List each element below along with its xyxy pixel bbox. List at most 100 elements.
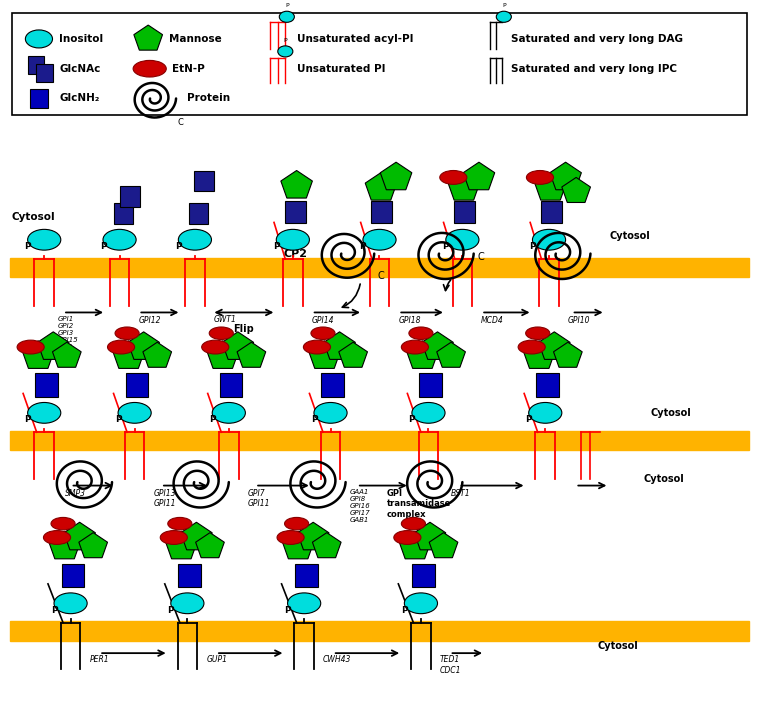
Text: Saturated and very long DAG: Saturated and very long DAG xyxy=(512,34,683,44)
FancyBboxPatch shape xyxy=(121,186,140,207)
Text: P: P xyxy=(168,606,174,614)
Text: P: P xyxy=(285,3,288,8)
Ellipse shape xyxy=(529,403,562,423)
Text: Cytosol: Cytosol xyxy=(650,408,691,418)
Text: P: P xyxy=(360,242,367,251)
Ellipse shape xyxy=(527,171,553,184)
Text: GPI18: GPI18 xyxy=(398,316,420,325)
Ellipse shape xyxy=(108,340,134,354)
Text: Protein: Protein xyxy=(187,93,231,103)
Ellipse shape xyxy=(526,327,550,340)
Text: P: P xyxy=(285,606,291,614)
Text: GPI14: GPI14 xyxy=(312,316,334,325)
Polygon shape xyxy=(79,533,108,557)
Ellipse shape xyxy=(288,593,321,614)
Ellipse shape xyxy=(202,340,228,354)
Ellipse shape xyxy=(409,327,433,340)
FancyBboxPatch shape xyxy=(30,89,48,108)
FancyBboxPatch shape xyxy=(412,564,434,587)
Text: P: P xyxy=(284,38,287,43)
FancyBboxPatch shape xyxy=(27,56,44,74)
FancyBboxPatch shape xyxy=(35,373,58,397)
Polygon shape xyxy=(37,332,69,359)
Polygon shape xyxy=(407,341,438,368)
Text: PER1: PER1 xyxy=(90,655,109,664)
Text: Inositol: Inositol xyxy=(59,34,103,44)
Polygon shape xyxy=(128,332,159,359)
Ellipse shape xyxy=(118,403,151,423)
Text: Cytosol: Cytosol xyxy=(609,231,650,241)
Text: CP2: CP2 xyxy=(284,249,308,259)
FancyBboxPatch shape xyxy=(295,564,318,587)
Ellipse shape xyxy=(405,593,437,614)
Text: GAA1
GPI8
GPI16
GPI17
GAB1: GAA1 GPI8 GPI16 GPI17 GAB1 xyxy=(349,489,370,523)
Ellipse shape xyxy=(276,229,310,250)
FancyBboxPatch shape xyxy=(11,431,748,450)
FancyBboxPatch shape xyxy=(454,201,475,223)
Ellipse shape xyxy=(402,340,429,354)
Polygon shape xyxy=(298,522,329,550)
Text: GWT1: GWT1 xyxy=(214,314,237,323)
Ellipse shape xyxy=(363,229,396,250)
Polygon shape xyxy=(553,342,582,367)
FancyBboxPatch shape xyxy=(220,373,242,397)
Polygon shape xyxy=(23,341,54,368)
Text: BST1: BST1 xyxy=(451,489,471,498)
Text: Unsaturated PI: Unsaturated PI xyxy=(297,64,385,74)
Text: Flip: Flip xyxy=(234,323,254,333)
Text: C: C xyxy=(477,252,484,262)
Text: GPI13
GPI11: GPI13 GPI11 xyxy=(153,489,176,508)
Ellipse shape xyxy=(17,340,44,354)
Text: MCD4: MCD4 xyxy=(481,316,504,325)
Polygon shape xyxy=(181,522,213,550)
Polygon shape xyxy=(414,522,446,550)
Polygon shape xyxy=(64,522,96,550)
FancyBboxPatch shape xyxy=(285,201,306,223)
Polygon shape xyxy=(448,172,480,200)
Text: P: P xyxy=(310,415,317,425)
Ellipse shape xyxy=(402,517,426,530)
Polygon shape xyxy=(281,171,313,198)
FancyBboxPatch shape xyxy=(189,203,209,224)
Text: EtN-P: EtN-P xyxy=(172,64,205,74)
Text: P: P xyxy=(529,242,536,251)
Ellipse shape xyxy=(171,593,204,614)
FancyBboxPatch shape xyxy=(540,201,562,223)
Polygon shape xyxy=(550,162,581,190)
Ellipse shape xyxy=(277,531,304,544)
Polygon shape xyxy=(539,332,570,359)
FancyBboxPatch shape xyxy=(371,201,392,223)
Ellipse shape xyxy=(25,30,52,48)
Polygon shape xyxy=(52,342,81,367)
Text: P: P xyxy=(24,242,31,251)
Ellipse shape xyxy=(133,60,166,77)
Text: Cytosol: Cytosol xyxy=(12,212,55,222)
Polygon shape xyxy=(313,533,341,557)
Ellipse shape xyxy=(439,171,467,184)
Text: GUP1: GUP1 xyxy=(206,655,227,664)
Text: P: P xyxy=(24,415,31,425)
Polygon shape xyxy=(309,341,340,368)
Polygon shape xyxy=(113,341,144,368)
Text: GPI12: GPI12 xyxy=(138,316,161,325)
Ellipse shape xyxy=(27,229,61,250)
Text: GPI
transamidase
complex: GPI transamidase complex xyxy=(387,489,452,519)
Ellipse shape xyxy=(314,403,347,423)
Polygon shape xyxy=(222,332,254,359)
FancyBboxPatch shape xyxy=(536,373,559,397)
Ellipse shape xyxy=(43,531,71,544)
Ellipse shape xyxy=(27,403,61,423)
Text: Mannose: Mannose xyxy=(168,34,222,44)
Polygon shape xyxy=(282,531,314,559)
FancyBboxPatch shape xyxy=(11,621,748,640)
Text: GPI7
GPI11: GPI7 GPI11 xyxy=(247,489,270,508)
Text: P: P xyxy=(401,606,408,614)
Ellipse shape xyxy=(103,229,136,250)
Polygon shape xyxy=(524,341,555,368)
Polygon shape xyxy=(422,332,453,359)
Ellipse shape xyxy=(209,327,233,340)
FancyBboxPatch shape xyxy=(114,203,133,224)
Ellipse shape xyxy=(533,229,565,250)
Polygon shape xyxy=(237,342,266,367)
Polygon shape xyxy=(324,332,355,359)
